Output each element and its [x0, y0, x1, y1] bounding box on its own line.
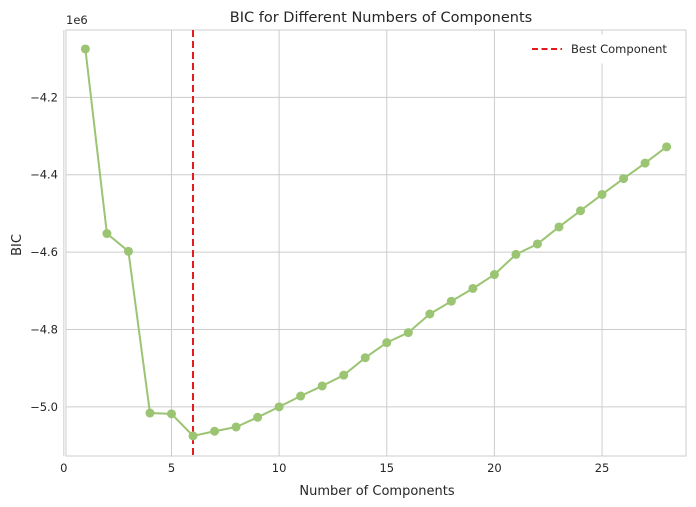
y-axis-label: BIC [10, 234, 25, 256]
data-point [382, 338, 392, 348]
x-tick-label: 20 [487, 461, 502, 475]
data-point [489, 270, 499, 280]
data-point [80, 44, 90, 54]
data-point [253, 412, 263, 422]
data-point [511, 249, 521, 259]
plot-area [65, 29, 687, 457]
data-point [403, 328, 413, 338]
data-point [339, 370, 349, 380]
y-offset-label: 1e6 [66, 13, 88, 27]
legend-label: Best Component [571, 42, 667, 56]
data-point [554, 222, 564, 232]
data-point [360, 353, 370, 363]
data-point [317, 381, 327, 391]
grid [63, 30, 686, 456]
data-point [468, 283, 478, 293]
data-point [145, 408, 155, 418]
data-point [619, 174, 629, 184]
legend-box [525, 34, 682, 64]
legend: Best Component [525, 34, 682, 64]
data-point [166, 409, 176, 419]
y-tick-label: −4.2 [30, 90, 58, 104]
x-tick-label: 10 [272, 461, 287, 475]
data-point [576, 206, 586, 216]
data-point [123, 246, 133, 256]
y-tick-label: −4.8 [30, 322, 58, 336]
series-line [84, 48, 668, 437]
data-point [102, 229, 112, 239]
data-point [274, 402, 284, 412]
x-tick-label: 0 [60, 461, 67, 475]
series-group [80, 44, 672, 441]
y-tick-label: −4.4 [30, 168, 58, 182]
y-ticks: −5.0 −4.8 −4.6 −4.4 −4.2 [30, 90, 58, 414]
data-point [640, 158, 650, 168]
x-tick-label: 15 [379, 461, 394, 475]
data-point [231, 422, 241, 432]
data-point [662, 142, 672, 152]
data-point [597, 189, 607, 199]
y-tick-label: −5.0 [30, 400, 58, 414]
y-tick-label: −4.6 [30, 245, 58, 259]
x-ticks: 0 5 10 15 20 25 [60, 461, 609, 475]
data-point [446, 296, 456, 306]
data-point [296, 391, 306, 401]
x-axis-label: Number of Components [299, 484, 454, 499]
data-point [210, 426, 220, 436]
data-point [532, 239, 542, 249]
data-point [188, 431, 198, 441]
chart-title: BIC for Different Numbers of Components [230, 10, 532, 26]
x-tick-label: 25 [595, 461, 610, 475]
data-point [425, 309, 435, 319]
x-tick-label: 5 [168, 461, 175, 475]
